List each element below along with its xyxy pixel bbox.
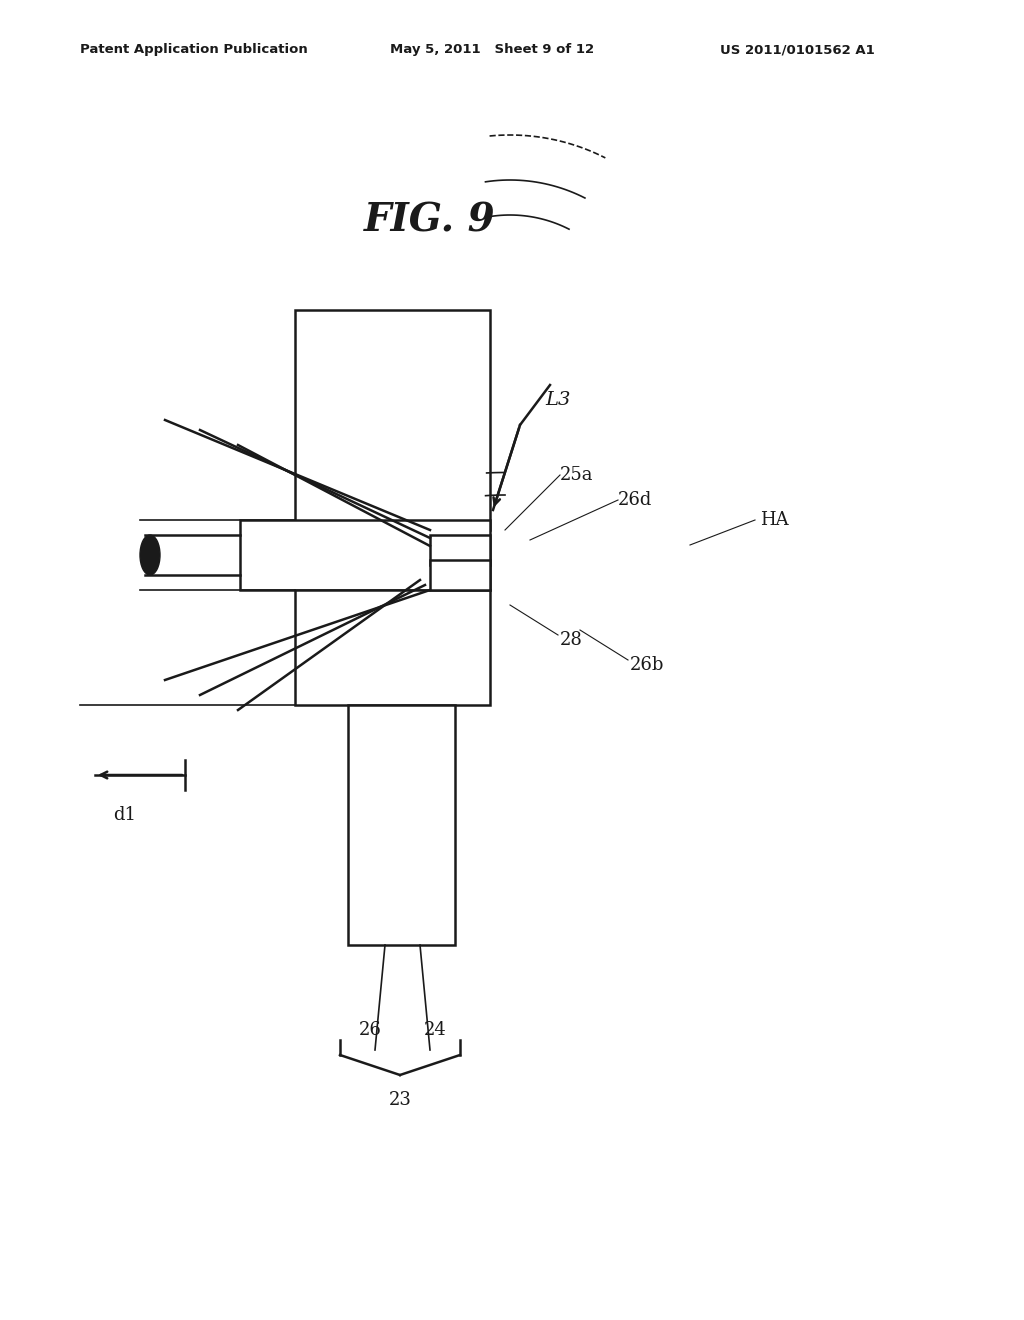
Text: 26b: 26b [630,656,665,675]
Text: 23: 23 [388,1092,412,1109]
Bar [430,535,490,565]
Text: FIG. 9: FIG. 9 [365,201,496,239]
Bar [348,705,455,945]
Text: Patent Application Publication: Patent Application Publication [80,44,308,57]
Text: May 5, 2011   Sheet 9 of 12: May 5, 2011 Sheet 9 of 12 [390,44,594,57]
Text: 24: 24 [424,1020,446,1039]
Text: L3: L3 [545,391,570,409]
Bar [240,520,490,590]
Bar [430,560,490,590]
Text: 28: 28 [560,631,583,649]
Text: 26d: 26d [618,491,652,510]
Text: US 2011/0101562 A1: US 2011/0101562 A1 [720,44,874,57]
Text: HA: HA [760,511,788,529]
Text: 26: 26 [358,1020,381,1039]
Bar [295,590,490,705]
Ellipse shape [140,535,160,576]
Bar [295,310,490,531]
Text: d1: d1 [114,807,136,824]
Text: 25a: 25a [560,466,594,484]
